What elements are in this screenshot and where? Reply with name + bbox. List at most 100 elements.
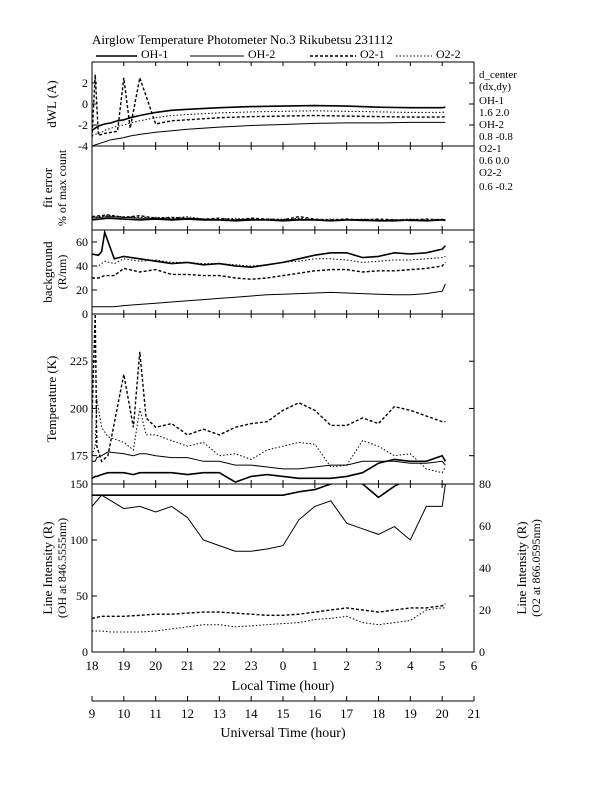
panel-frame — [91, 483, 475, 653]
y-tick-label: -4 — [78, 139, 88, 153]
ut-tick-label: 18 — [372, 706, 385, 721]
series-line-o2-2 — [92, 110, 446, 136]
y-axis-label-2: % of max count — [55, 149, 69, 226]
series-line-o2-1 — [92, 314, 446, 463]
series-line-o2-2 — [92, 607, 446, 633]
ut-axis-label: Universal Time (hour) — [220, 726, 346, 741]
y-axis-label-right: Line Intensity (R) — [514, 521, 529, 614]
ut-tick-label: 19 — [404, 706, 417, 721]
side-info-name: OH-1 — [479, 95, 504, 107]
series-line-o2-2 — [92, 255, 446, 267]
y-tick-label: 150 — [70, 477, 88, 491]
side-info-name: OH-2 — [479, 119, 504, 131]
ut-tick-label: 14 — [245, 706, 259, 721]
local-time-axis-label: Local Time (hour) — [232, 679, 335, 694]
local-time-tick-label: 21 — [181, 658, 194, 673]
y-tick-label: 20 — [76, 283, 88, 297]
panel-frame — [91, 313, 475, 485]
side-info-value: 1.6 2.0 — [479, 107, 510, 119]
ut-tick-label: 17 — [340, 706, 354, 721]
y-tick-label: 0 — [82, 97, 88, 111]
y-axis-label-2: (R/nm) — [55, 255, 69, 290]
side-info-value: 0.8 -0.8 — [479, 131, 513, 143]
series-line-o2-2 — [92, 215, 446, 221]
local-time-tick-label: 19 — [117, 658, 130, 673]
local-time-tick-label: 5 — [439, 658, 446, 673]
series-line-o2-1 — [92, 261, 446, 280]
y-tick-label-right: 80 — [479, 477, 491, 491]
side-info-header-2: (dx,dy) — [479, 81, 511, 93]
y-tick-label: -2 — [78, 118, 88, 132]
panel-frame — [91, 229, 475, 315]
y-axis-label: Temperature (K) — [44, 356, 59, 443]
y-tick-label-right: 20 — [479, 603, 491, 617]
legend-label-oh-1: OH-1 — [141, 47, 168, 61]
legend-label-o2-2: O2-2 — [436, 47, 461, 61]
series-line-oh-1 — [92, 230, 446, 269]
side-info-panel: d_center(dx,dy)OH-11.6 2.0OH-20.8 -0.8O2… — [479, 69, 517, 193]
panel-2: fit error% of max count — [40, 145, 475, 231]
y-tick-label: 200 — [70, 401, 88, 415]
local-time-tick-label: 20 — [149, 658, 162, 673]
ut-tick-label: 11 — [149, 706, 162, 721]
y-axis-label: background — [40, 241, 55, 303]
local-time-tick-label: 0 — [280, 658, 287, 673]
y-axis-label: Line Intensity (R) — [40, 521, 55, 614]
chart-title: Airglow Temperature Photometer No.3 Riku… — [92, 32, 393, 47]
side-info-value: 0.6 0.0 — [479, 155, 510, 167]
local-time-tick-label: 23 — [245, 658, 258, 673]
y-tick-label: 100 — [70, 533, 88, 547]
ut-tick-label: 9 — [89, 706, 96, 721]
series-line-oh-1 — [92, 484, 446, 499]
y-tick-label-right: 40 — [479, 561, 491, 575]
legend-label-o2-1: O2-1 — [360, 47, 385, 61]
side-info-name: O2-2 — [479, 167, 502, 179]
y-tick-label-right: 60 — [479, 519, 491, 533]
ut-tick-label: 13 — [213, 706, 226, 721]
local-time-tick-label: 22 — [213, 658, 226, 673]
series-line-o2-1 — [92, 74, 446, 138]
y-axis-label: dWL (A) — [44, 80, 59, 128]
series-line-oh-1 — [92, 454, 447, 483]
y-tick-label: 50 — [76, 589, 88, 603]
ut-tick-label: 15 — [277, 706, 290, 721]
legend-label-oh-2: OH-2 — [248, 47, 275, 61]
series-line-o2-1 — [92, 603, 446, 620]
local-time-tick-label: 4 — [407, 658, 414, 673]
series-line-oh-2 — [92, 283, 446, 308]
y-tick-label: 225 — [70, 354, 88, 368]
y-axis-label-2: (OH at 846.5555nm) — [55, 518, 69, 618]
y-tick-label: 40 — [76, 259, 88, 273]
legend: OH-1 OH-2 O2-1 O2-2 — [96, 47, 461, 61]
y-tick-label: 2 — [82, 76, 88, 90]
side-info-header: d_center — [479, 69, 517, 81]
series-line-oh-1 — [92, 104, 446, 131]
y-axis-label-right-2: (O2 at 866.0595nm) — [529, 519, 543, 617]
local-time-tick-label: 18 — [86, 658, 99, 673]
y-tick-label: 60 — [76, 235, 88, 249]
ut-tick-label: 20 — [436, 706, 449, 721]
y-tick-label: 175 — [70, 449, 88, 463]
y-tick-label: 0 — [82, 307, 88, 321]
series-line-oh-2 — [92, 121, 446, 146]
ut-tick-label: 21 — [468, 706, 481, 721]
panel-4: 225 200 175 Temperature (K) — [44, 313, 475, 485]
local-time-tick-label: 3 — [375, 658, 382, 673]
local-time-tick-label: 6 — [471, 658, 478, 673]
side-info-value: 0.6 -0.2 — [479, 181, 513, 193]
panel-1: 2 0 -2 -4 dWL (A) — [44, 61, 475, 153]
ut-tick-label: 10 — [117, 706, 130, 721]
local-time-tick-label: 2 — [343, 658, 350, 673]
y-tick-label: 0 — [82, 645, 88, 659]
side-info-name: O2-1 — [479, 143, 502, 155]
ut-tick-label: 12 — [181, 706, 194, 721]
local-time-tick-label: 1 — [312, 658, 319, 673]
series-line-oh-2 — [92, 451, 446, 470]
y-tick-label-right: 0 — [479, 645, 485, 659]
y-axis-label: fit error — [40, 167, 55, 208]
panel-3: 60 40 20 0 background (R/nm) — [40, 229, 475, 321]
